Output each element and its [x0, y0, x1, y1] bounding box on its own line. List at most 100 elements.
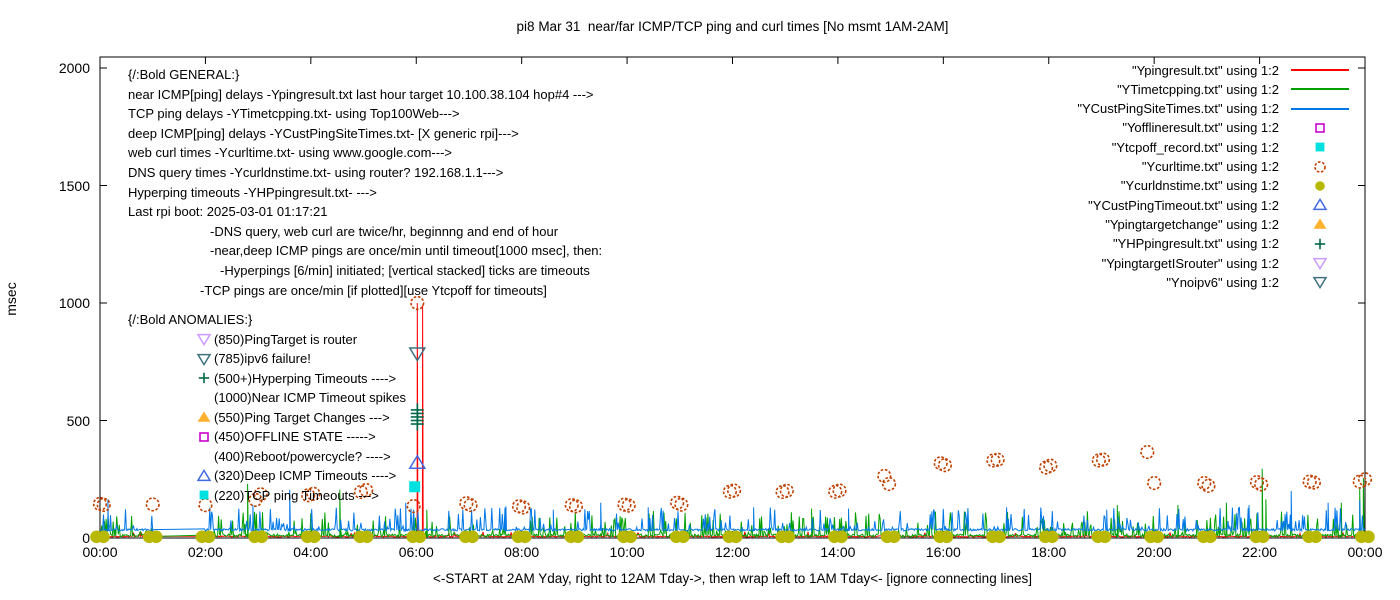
x-tick-label: 04:00	[293, 544, 329, 560]
chart-title: pi8 Mar 31 near/far ICMP/TCP ping and cu…	[516, 19, 949, 34]
legend-row: "Ynoipv6" using 1:2	[900, 273, 1362, 291]
anomaly-item: (400)Reboot/powercycle? ---->	[194, 448, 391, 464]
legend-label: "YHPpingresult.txt" using 1:2	[1112, 236, 1279, 252]
line-icon	[1279, 80, 1362, 98]
anomaly-label: (785)ipv6 failure!	[214, 351, 311, 366]
plus-icon	[1279, 235, 1362, 253]
legend-label: "Ynoipv6" using 1:2	[1166, 274, 1279, 290]
legend-label: "Ycurldnstime.txt" using 1:2	[1120, 178, 1279, 194]
anomaly-label: (450)OFFLINE STATE ----->	[214, 429, 376, 444]
y-tick-label: 1000	[58, 295, 90, 311]
x-tick-label: 12:00	[714, 544, 750, 560]
legend-label: "Ypingtargetchange" using 1:2	[1105, 216, 1279, 232]
anomaly-item: (450)OFFLINE STATE ----->	[194, 429, 376, 445]
open-circle-icon	[1279, 158, 1362, 176]
y-tick-label: 1500	[58, 177, 90, 194]
series-YHPpingresult.txt	[410, 403, 424, 431]
general-note-line: deep ICMP[ping] delays -YCustPingSiteTim…	[128, 125, 519, 141]
legend-row: "Ypingtargetchange" using 1:2	[900, 215, 1362, 233]
general-note-line: Last rpi boot: 2025-03-01 01:17:21	[128, 204, 328, 220]
anomaly-item: (1000)Near ICMP Timeout spikes	[194, 390, 406, 406]
legend-row: "Yofflineresult.txt" using 1:2	[900, 119, 1362, 137]
filled-triangle-up-icon	[197, 411, 211, 422]
series-YCustPingTimeout.txt	[408, 454, 427, 470]
legend-label: "Yofflineresult.txt" using 1:2	[1122, 120, 1279, 136]
anomaly-item: (550)Ping Target Changes --->	[194, 409, 390, 425]
legend-row: "YTimetcpping.txt" using 1:2	[900, 80, 1362, 98]
legend-label: "YCustPingSiteTimes.txt" using 1:2	[1077, 101, 1279, 117]
x-tick-label: 10:00	[609, 544, 645, 560]
general-note-line: {/:Bold GENERAL:}	[128, 67, 240, 82]
anomaly-item: (500+)Hyperping Timeouts ---->	[194, 370, 396, 386]
anomaly-label: (320)Deep ICMP Timeouts ---->	[214, 468, 397, 483]
anomaly-item: (785)ipv6 failure!	[194, 351, 311, 367]
x-tick-label: 20:00	[1136, 544, 1172, 560]
general-note-line: -near,deep ICMP pings are once/min until…	[210, 243, 603, 259]
anomaly-label: (400)Reboot/powercycle? ---->	[214, 448, 391, 464]
x-tick-label: 06:00	[398, 544, 434, 560]
y-tick-label: 0	[82, 530, 90, 546]
y-tick-label: 2000	[58, 60, 90, 76]
filled-square-icon	[199, 490, 209, 500]
general-note-line: -Hyperpings [6/min] initiated; [vertical…	[220, 263, 590, 278]
legend-row: "YCustPingTimeout.txt" using 1:2	[900, 196, 1362, 214]
no-icon	[194, 390, 214, 406]
open-triangle-up-icon	[196, 468, 212, 481]
plus-icon	[198, 372, 210, 384]
anomaly-item: (320)Deep ICMP Timeouts ---->	[194, 468, 396, 484]
x-tick-label: 14:00	[820, 544, 856, 560]
series-Ycurltime.txt	[92, 295, 1373, 515]
x-tick-label: 22:00	[1242, 544, 1278, 560]
line-icon	[1279, 100, 1362, 118]
filled-circle-icon	[1279, 177, 1362, 195]
legend-label: "Ytcpoff_record.txt" using 1:2	[1111, 139, 1279, 155]
anomaly-label: (220)TCP ping Timeouts --->	[214, 487, 379, 503]
legend-row: "YCustPingSiteTimes.txt" using 1:2	[900, 100, 1362, 118]
open-triangle-down-icon	[1279, 273, 1362, 291]
general-note-line: TCP ping delays -YTimetcpping.txt- using…	[128, 106, 460, 122]
x-tick-label: 16:00	[925, 544, 961, 560]
open-triangle-down-icon	[196, 353, 212, 366]
x-tick-label: 18:00	[1031, 544, 1067, 560]
legend-row: "Ycurldnstime.txt" using 1:2	[900, 177, 1362, 195]
series-Ytcpoff_record.txt	[409, 481, 421, 493]
x-tick-label: 08:00	[504, 544, 540, 560]
open-square-icon	[1279, 119, 1362, 137]
x-axis-caption: <-START at 2AM Yday, right to 12AM Tday-…	[433, 571, 1032, 586]
anomalies-title: {/:Bold ANOMALIES:}	[128, 312, 253, 327]
no-icon	[194, 448, 214, 464]
anomaly-label: (1000)Near ICMP Timeout spikes	[214, 390, 406, 405]
anomaly-label: (850)PingTarget is router	[214, 331, 358, 347]
y-tick-label: 500	[66, 412, 90, 429]
general-note-line: near ICMP[ping] delays -Ypingresult.txt …	[128, 86, 594, 102]
open-triangle-down-icon	[196, 333, 212, 347]
series-Ycurldnstime.txt	[90, 530, 1375, 544]
filled-triangle-up-icon	[1279, 215, 1362, 233]
legend-label: "YCustPingTimeout.txt" using 1:2	[1088, 197, 1279, 213]
legend-label: "Ypingresult.txt" using 1:2	[1131, 62, 1279, 78]
filled-square-icon	[1279, 138, 1362, 156]
anomaly-label: (550)Ping Target Changes --->	[214, 409, 390, 425]
general-note-line: DNS query times -Ycurldnstime.txt- using…	[128, 165, 504, 180]
legend-row: "Ytcpoff_record.txt" using 1:2	[900, 138, 1362, 156]
legend-row: "YpingtargetISrouter" using 1:2	[900, 254, 1362, 272]
anomaly-item: (220)TCP ping Timeouts --->	[194, 487, 379, 503]
series-Ynoipv6	[408, 347, 427, 362]
legend-row: "YHPpingresult.txt" using 1:2	[900, 235, 1362, 253]
open-triangle-down-icon	[1279, 254, 1362, 272]
x-tick-label: 00:00	[82, 544, 118, 560]
general-note-line: Hyperping timeouts -YHPpingresult.txt- -…	[128, 184, 377, 200]
series-YCustPingSiteTimes.txt	[99, 489, 1366, 533]
general-note-line: -DNS query, web curl are twice/hr, begin…	[210, 223, 559, 239]
legend-label: "YTimetcpping.txt" using 1:2	[1117, 81, 1279, 97]
x-tick-label: 00:00	[1347, 544, 1383, 560]
anomaly-item: (850)PingTarget is router	[194, 331, 357, 347]
series-YTimetcpping.txt	[99, 468, 1366, 539]
legend-label: "YpingtargetISrouter" using 1:2	[1101, 255, 1279, 271]
x-tick-label: 02:00	[187, 544, 223, 560]
anomaly-label: (500+)Hyperping Timeouts ---->	[214, 370, 397, 386]
general-note-line: web curl times -Ycurltime.txt- using www…	[128, 145, 453, 161]
open-triangle-up-icon	[1279, 196, 1362, 214]
